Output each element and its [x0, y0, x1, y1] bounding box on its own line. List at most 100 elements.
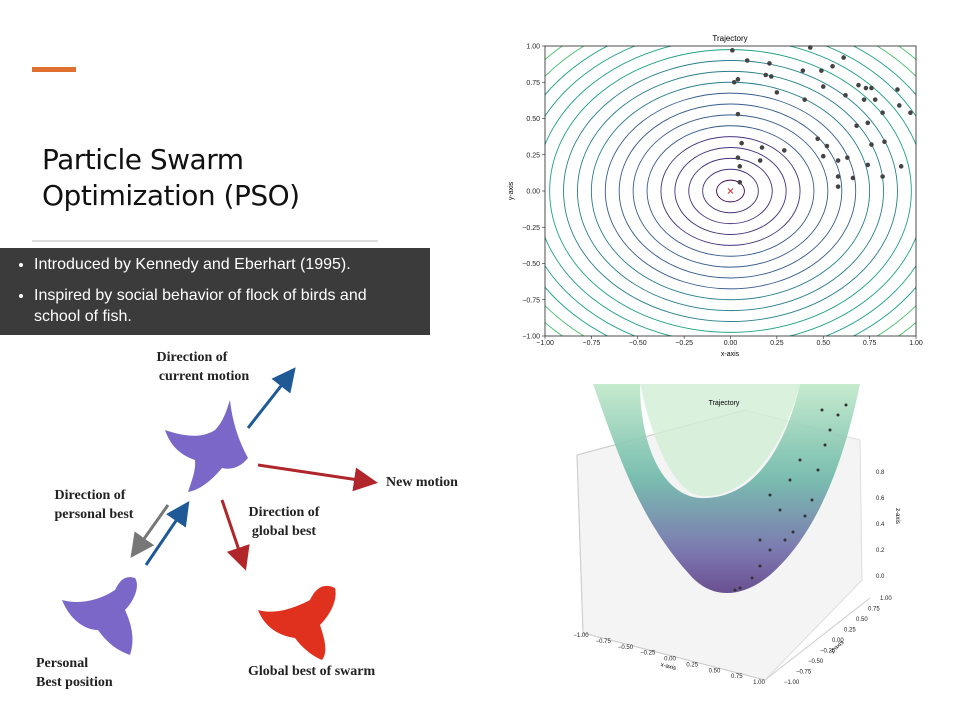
contour-line — [577, 70, 884, 312]
x-tick-label: 0.00 — [664, 657, 676, 663]
x-tick-label: 0.50 — [816, 340, 830, 347]
particle — [863, 85, 869, 91]
y-tick-label: 1.00 — [526, 44, 540, 51]
z-tick-label: 0.6 — [876, 496, 885, 502]
particle — [730, 48, 735, 53]
x-tick-label: 0.25 — [686, 662, 698, 668]
particle — [800, 68, 806, 73]
contour-line — [702, 168, 759, 214]
y-tick-label: −0.25 — [522, 225, 540, 232]
particle — [763, 72, 769, 78]
y-tick-label: −0.50 — [808, 659, 824, 665]
particle — [880, 174, 885, 179]
contour-line — [688, 157, 773, 225]
surface-plot: Trajectory x-axis y-axis z-axis −1.00−0.… — [573, 384, 900, 686]
x-tick-label: −0.75 — [596, 639, 612, 645]
particle — [897, 103, 902, 108]
diagram-label: Direction of — [55, 488, 126, 503]
particle — [908, 110, 913, 115]
particle — [854, 123, 859, 129]
x-tick-label: −1.00 — [536, 340, 554, 347]
x-tick-label: −0.50 — [618, 645, 634, 651]
arrow — [220, 499, 250, 571]
y-tick-label: 0.25 — [844, 628, 856, 634]
x-tick-label: 0.50 — [709, 668, 721, 674]
title-line: Optimization (PSO) — [42, 179, 300, 212]
particle — [735, 155, 741, 160]
contours — [411, 0, 960, 441]
particle — [802, 97, 807, 102]
surface-back — [640, 384, 800, 497]
y-axis-label: y-axis — [508, 181, 515, 200]
diagram-label: personal best — [55, 507, 134, 522]
particle — [856, 82, 861, 88]
contour-line — [618, 103, 843, 279]
particle — [807, 45, 813, 50]
particle — [861, 97, 867, 102]
x-tick-label: 0.75 — [731, 674, 743, 680]
x-axis-label: x-axis — [660, 662, 677, 672]
x-tick-label: −1.00 — [573, 633, 589, 639]
particle — [869, 142, 874, 147]
contour-line — [424, 0, 960, 430]
y-tick-label: 0.00 — [526, 189, 540, 196]
particle — [759, 145, 765, 150]
diagram-label: Personal — [36, 656, 88, 671]
x-axis-label: x-axis — [721, 351, 740, 358]
contour-line — [716, 179, 745, 203]
particle — [843, 93, 848, 98]
arrow — [257, 463, 378, 492]
plot-title: Trajectory — [712, 34, 747, 43]
particle — [872, 97, 878, 102]
x-tick-label: 1.00 — [753, 680, 765, 686]
y-tick-label: −0.25 — [820, 649, 836, 655]
x-tick-label: −0.75 — [583, 340, 601, 347]
particle — [735, 77, 741, 82]
x-tick-label: −0.25 — [640, 651, 656, 657]
particle — [865, 120, 871, 126]
diagram-label: Global best of swarm — [248, 664, 376, 679]
z-tick-label: 0.4 — [876, 522, 885, 528]
contour-line — [563, 60, 898, 322]
plot-edges — [576, 409, 871, 681]
bird — [165, 400, 248, 492]
diagram-label: Direction of — [157, 350, 228, 365]
diagram-label: New motion — [386, 475, 458, 490]
contour-line — [411, 0, 960, 441]
slide-title: Particle Swarm Optimization (PSO) — [42, 142, 300, 214]
particle — [835, 184, 841, 189]
z-tick-label: 0.2 — [876, 548, 885, 554]
x-tick-label: 0.00 — [724, 340, 738, 347]
particle — [767, 61, 772, 66]
particle — [835, 174, 841, 179]
arrow — [246, 367, 296, 429]
contour-line — [604, 92, 857, 290]
y-tick-label: 0.25 — [526, 152, 540, 159]
arrow — [144, 501, 190, 566]
bird — [62, 577, 137, 655]
particle — [815, 136, 820, 142]
particle — [739, 140, 744, 146]
particle — [781, 148, 787, 153]
contour-line — [590, 81, 871, 301]
surface — [593, 384, 860, 594]
particle — [820, 84, 826, 89]
arrow — [130, 504, 170, 558]
particle — [774, 90, 780, 95]
particle — [757, 158, 763, 163]
particle — [737, 180, 743, 185]
y-tick-label: −1.00 — [784, 680, 800, 686]
particle — [744, 58, 750, 63]
z-axis-label: z-axis — [894, 508, 900, 524]
title-line: Particle Swarm — [42, 143, 244, 176]
y-tick-label: −1.00 — [522, 334, 540, 341]
contour-line — [466, 0, 960, 398]
ticks: −1.00−0.75−0.50−0.250.000.250.500.751.00… — [573, 470, 892, 686]
y-tick-label: 0.50 — [526, 116, 540, 123]
y-tick-label: 0.00 — [832, 638, 844, 644]
particle — [769, 74, 774, 79]
bird — [258, 585, 336, 660]
particle — [830, 64, 835, 69]
